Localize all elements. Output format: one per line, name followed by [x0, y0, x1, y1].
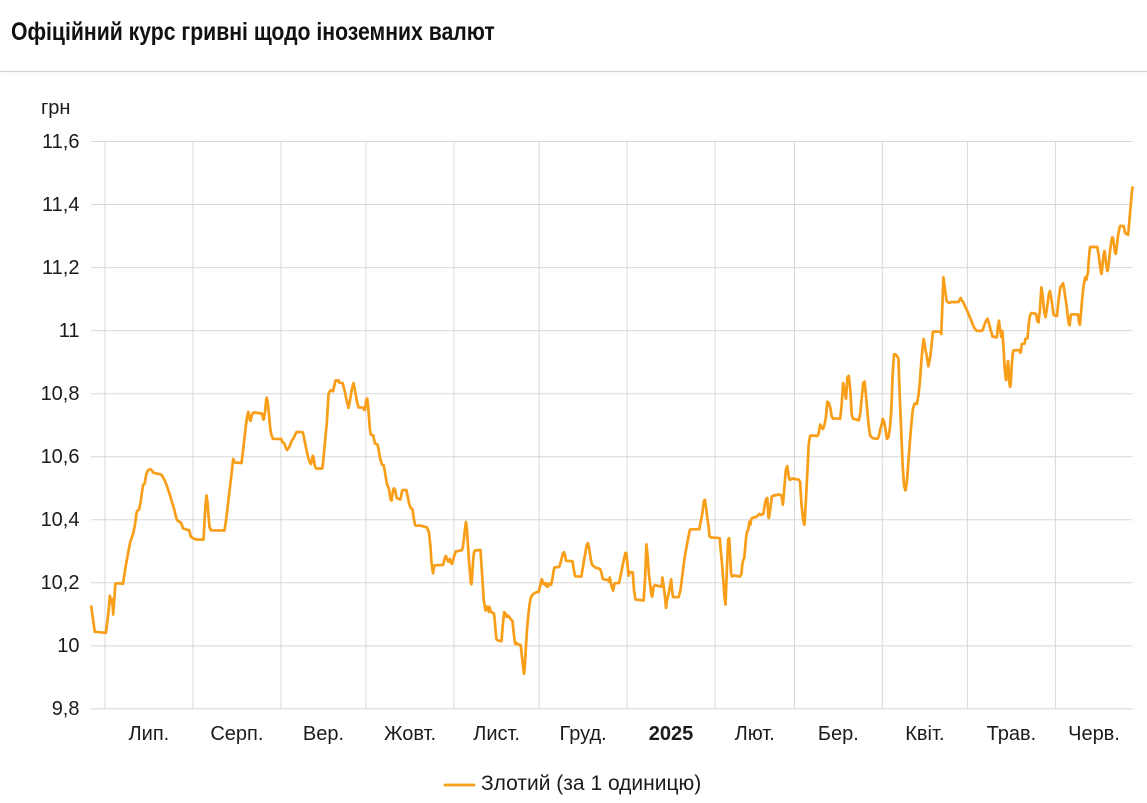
- svg-text:Лип.: Лип.: [129, 723, 170, 745]
- svg-text:11,6: 11,6: [42, 131, 79, 153]
- svg-text:Лют.: Лют.: [735, 723, 775, 745]
- svg-text:грн: грн: [41, 97, 70, 119]
- svg-text:11,4: 11,4: [42, 194, 79, 216]
- svg-text:10,2: 10,2: [41, 572, 80, 594]
- svg-text:Квіт.: Квіт.: [905, 723, 944, 745]
- svg-text:Жовт.: Жовт.: [384, 723, 436, 745]
- svg-text:Груд.: Груд.: [560, 723, 607, 745]
- svg-text:Вер.: Вер.: [303, 723, 344, 745]
- svg-text:10,8: 10,8: [41, 383, 80, 405]
- svg-text:10: 10: [57, 635, 79, 657]
- svg-text:Бер.: Бер.: [818, 723, 859, 745]
- svg-text:10,4: 10,4: [41, 509, 80, 531]
- svg-text:Лист.: Лист.: [473, 723, 520, 745]
- svg-text:9,8: 9,8: [52, 698, 80, 720]
- svg-text:Трав.: Трав.: [987, 723, 1037, 745]
- svg-text:10,6: 10,6: [41, 446, 80, 468]
- svg-text:Черв.: Черв.: [1068, 723, 1120, 745]
- svg-text:11,2: 11,2: [42, 257, 79, 279]
- svg-text:Серп.: Серп.: [210, 723, 263, 745]
- svg-text:Злотий (за 1 одиницю): Злотий (за 1 одиницю): [481, 772, 701, 795]
- svg-text:11: 11: [59, 320, 80, 342]
- svg-text:2025: 2025: [649, 723, 694, 745]
